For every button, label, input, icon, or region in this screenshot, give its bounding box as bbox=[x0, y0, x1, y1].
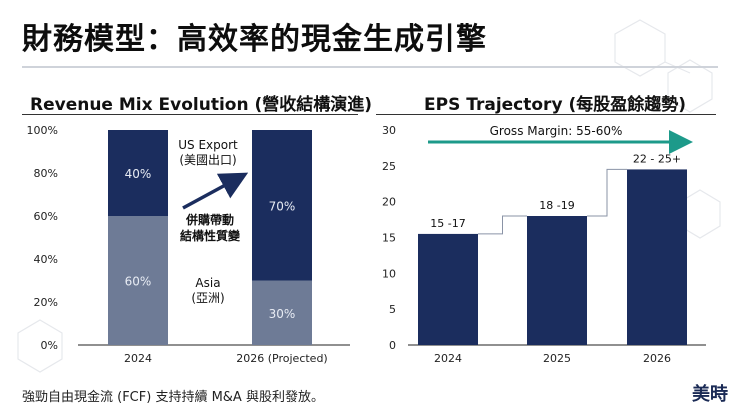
driver-label: 併購帶動 bbox=[185, 212, 234, 227]
eps-y-tick: 15 bbox=[382, 232, 396, 245]
eps-y-tick: 30 bbox=[382, 124, 396, 137]
eps-bar-label: 15 -17 bbox=[430, 217, 465, 230]
revenue-x-tick: 2024 bbox=[124, 352, 152, 365]
revenue-y-tick: 100% bbox=[27, 124, 58, 137]
eps-y-tick: 5 bbox=[389, 303, 396, 316]
revenue-segment-label: 30% bbox=[269, 307, 296, 321]
eps-y-tick: 0 bbox=[389, 339, 396, 352]
revenue-mix-chart: 0% 20% 40% 60% 80% 100% 60% 40% 30% 70% 2024 2026… bbox=[27, 124, 350, 365]
eps-x-tick: 2025 bbox=[543, 352, 571, 365]
revenue-y-tick: 20% bbox=[34, 296, 58, 309]
revenue-y-tick: 80% bbox=[34, 167, 58, 180]
trend-arrow bbox=[182, 172, 249, 210]
gross-margin-label: Gross Margin: 55-60% bbox=[490, 124, 623, 138]
revenue-chart-title: Revenue Mix Evolution (營收結構演進) bbox=[30, 95, 373, 115]
eps-x-tick: 2024 bbox=[434, 352, 462, 365]
driver-sublabel: 結構性質變 bbox=[180, 228, 241, 243]
asia-sublabel: (亞洲) bbox=[191, 291, 224, 305]
us-export-sublabel: (美國出口) bbox=[179, 153, 236, 167]
revenue-y-tick: 60% bbox=[34, 210, 58, 223]
revenue-x-tick: 2026 (Projected) bbox=[236, 352, 327, 365]
revenue-segment-label: 70% bbox=[269, 199, 296, 213]
revenue-bar-segment bbox=[108, 216, 168, 345]
eps-title-rule bbox=[376, 114, 716, 115]
us-export-label: US Export bbox=[178, 138, 238, 152]
revenue-segment-label: 40% bbox=[125, 167, 152, 181]
revenue-y-tick: 40% bbox=[34, 253, 58, 266]
footer-note: 強勁自由現金流 (FCF) 支持持續 M&A 與股利發放。 bbox=[22, 390, 324, 405]
revenue-y-tick: 0% bbox=[41, 339, 58, 352]
eps-bar bbox=[527, 216, 587, 345]
asia-label: Asia bbox=[195, 276, 220, 290]
eps-y-tick: 25 bbox=[382, 160, 396, 173]
eps-step-connector bbox=[478, 168, 627, 235]
eps-bar bbox=[627, 169, 687, 345]
revenue-bar-segment bbox=[108, 130, 168, 216]
brand-logo: 美時 bbox=[692, 384, 728, 405]
page-title: 財務模型：高效率的現金生成引擎 bbox=[22, 22, 487, 57]
eps-bar bbox=[418, 233, 478, 345]
eps-bar-label: 18 -19 bbox=[539, 199, 574, 212]
eps-x-tick: 2026 bbox=[643, 352, 671, 365]
revenue-bar-segment bbox=[252, 280, 312, 345]
eps-bar-label: 22 - 25+ bbox=[633, 152, 681, 165]
revenue-segment-label: 60% bbox=[125, 275, 152, 289]
eps-y-tick: 20 bbox=[382, 196, 396, 209]
title-divider bbox=[22, 66, 718, 68]
revenue-bar-segment bbox=[252, 130, 312, 281]
eps-y-tick: 10 bbox=[382, 267, 396, 280]
eps-chart-title: EPS Trajectory (每股盈餘趨勢) bbox=[424, 95, 686, 115]
revenue-title-rule bbox=[22, 114, 358, 115]
